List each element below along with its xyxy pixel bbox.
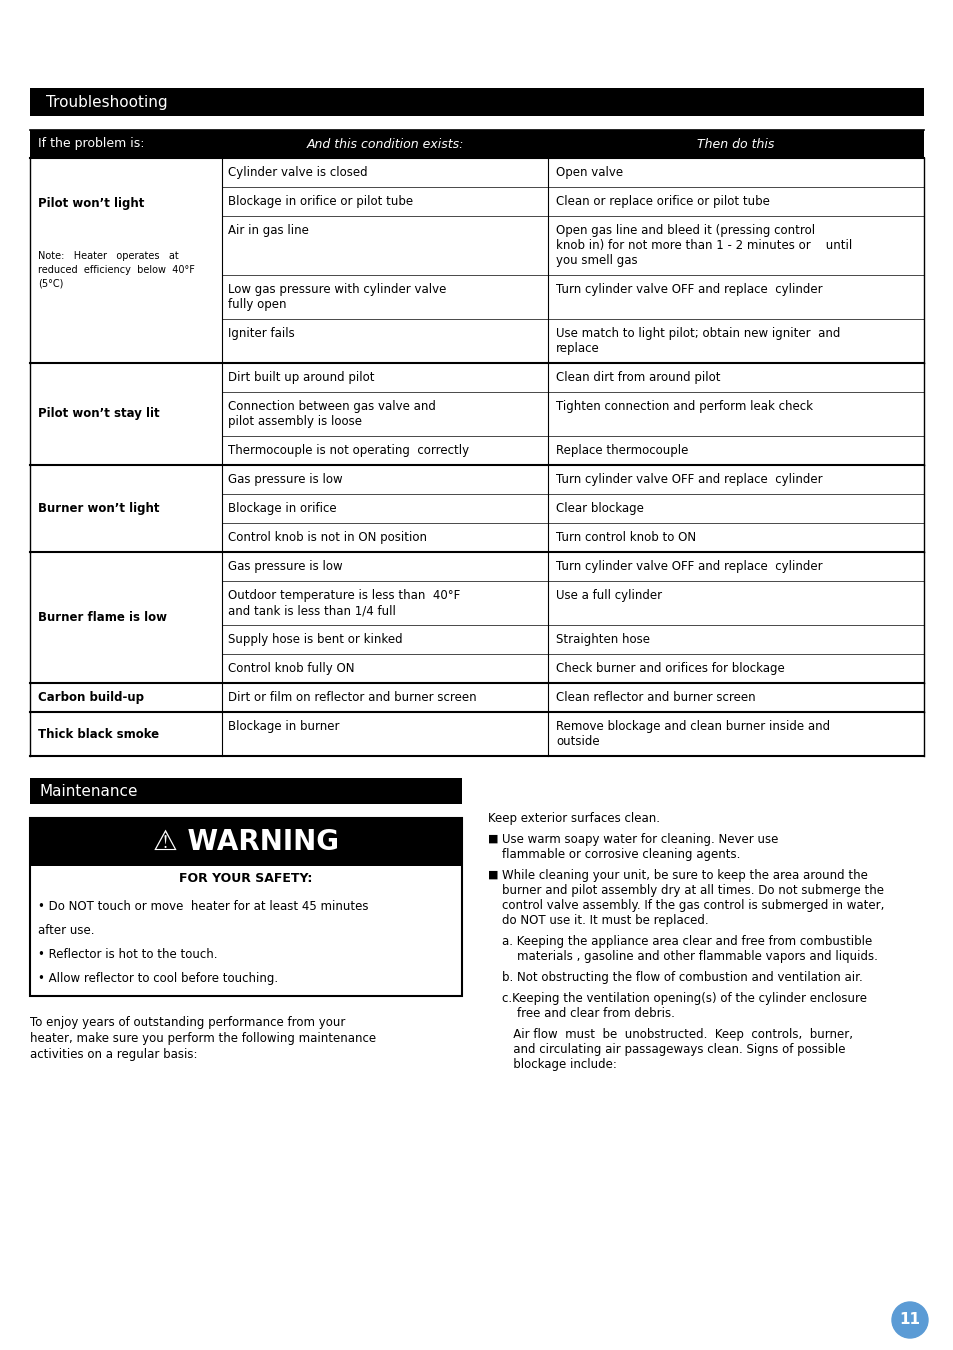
Text: b. Not obstructing the flow of combustion and ventilation air.: b. Not obstructing the flow of combustio…: [501, 971, 862, 984]
Text: Dirt built up around pilot: Dirt built up around pilot: [228, 371, 375, 383]
Text: And this condition exists:: And this condition exists:: [306, 138, 463, 150]
Text: 11: 11: [899, 1312, 920, 1327]
Text: Turn cylinder valve OFF and replace  cylinder: Turn cylinder valve OFF and replace cyli…: [556, 472, 821, 486]
Text: • Reflector is hot to the touch.: • Reflector is hot to the touch.: [38, 948, 217, 961]
Text: Cylinder valve is closed: Cylinder valve is closed: [228, 166, 367, 180]
Bar: [30, 818, 461, 865]
Text: fully open: fully open: [228, 298, 286, 311]
Text: Thermocouple is not operating  correctly: Thermocouple is not operating correctly: [228, 444, 469, 458]
Text: ⚠ WARNING: ⚠ WARNING: [152, 828, 338, 856]
Text: Troubleshooting: Troubleshooting: [46, 95, 168, 109]
Text: knob in) for not more than 1 - 2 minutes or    until: knob in) for not more than 1 - 2 minutes…: [556, 239, 851, 252]
Text: heater, make sure you perform the following maintenance: heater, make sure you perform the follow…: [30, 1031, 375, 1045]
Text: Turn cylinder valve OFF and replace  cylinder: Turn cylinder valve OFF and replace cyli…: [556, 284, 821, 296]
Text: Carbon build-up: Carbon build-up: [38, 691, 144, 703]
Text: Maintenance: Maintenance: [40, 783, 138, 798]
Text: reduced  efficiency  below  40°F: reduced efficiency below 40°F: [38, 265, 194, 275]
Text: Pilot won’t light: Pilot won’t light: [38, 197, 144, 209]
Text: If the problem is:: If the problem is:: [38, 138, 144, 150]
Text: a. Keeping the appliance area clear and free from combustible: a. Keeping the appliance area clear and …: [501, 936, 871, 948]
Text: Use a full cylinder: Use a full cylinder: [556, 589, 661, 602]
Text: Igniter fails: Igniter fails: [228, 327, 294, 340]
Text: Clean or replace orifice or pilot tube: Clean or replace orifice or pilot tube: [556, 194, 769, 208]
Text: Use warm soapy water for cleaning. Never use: Use warm soapy water for cleaning. Never…: [501, 833, 778, 846]
Text: Tighten connection and perform leak check: Tighten connection and perform leak chec…: [556, 400, 812, 413]
Text: Control knob fully ON: Control knob fully ON: [228, 662, 355, 675]
Text: Then do this: Then do this: [697, 138, 774, 150]
Text: burner and pilot assembly dry at all times. Do not submerge the: burner and pilot assembly dry at all tim…: [501, 884, 883, 896]
Text: Open gas line and bleed it (pressing control: Open gas line and bleed it (pressing con…: [556, 224, 814, 238]
Text: Use match to light pilot; obtain new igniter  and: Use match to light pilot; obtain new ign…: [556, 327, 840, 340]
Text: • Allow reflector to cool before touching.: • Allow reflector to cool before touchin…: [38, 972, 278, 986]
Text: Low gas pressure with cylinder valve: Low gas pressure with cylinder valve: [228, 284, 446, 296]
Circle shape: [891, 1301, 927, 1338]
Text: Clean reflector and burner screen: Clean reflector and burner screen: [556, 691, 755, 703]
Text: ■: ■: [488, 869, 498, 880]
Text: do NOT use it. It must be replaced.: do NOT use it. It must be replaced.: [501, 914, 708, 927]
Text: Gas pressure is low: Gas pressure is low: [228, 560, 342, 572]
Text: Turn cylinder valve OFF and replace  cylinder: Turn cylinder valve OFF and replace cyli…: [556, 560, 821, 572]
Bar: [30, 88, 923, 116]
Text: you smell gas: you smell gas: [556, 254, 637, 267]
Text: Thick black smoke: Thick black smoke: [38, 728, 159, 741]
Bar: [30, 130, 923, 158]
Text: materials , gasoline and other flammable vapors and liquids.: materials , gasoline and other flammable…: [501, 950, 877, 963]
Text: after use.: after use.: [38, 923, 94, 937]
Text: Air in gas line: Air in gas line: [228, 224, 309, 238]
Text: blockage include:: blockage include:: [501, 1058, 617, 1071]
Bar: [30, 865, 461, 890]
Text: Outdoor temperature is less than  40°F: Outdoor temperature is less than 40°F: [228, 589, 459, 602]
Text: Burner won’t light: Burner won’t light: [38, 502, 159, 514]
Text: Clear blockage: Clear blockage: [556, 502, 643, 514]
Bar: [30, 890, 461, 996]
Text: Check burner and orifices for blockage: Check burner and orifices for blockage: [556, 662, 784, 675]
Text: Open valve: Open valve: [556, 166, 622, 180]
Text: Control knob is not in ON position: Control knob is not in ON position: [228, 531, 427, 544]
Text: and circulating air passageways clean. Signs of possible: and circulating air passageways clean. S…: [501, 1044, 844, 1056]
Text: Clean dirt from around pilot: Clean dirt from around pilot: [556, 371, 720, 383]
Text: Blockage in orifice: Blockage in orifice: [228, 502, 336, 514]
Text: Keep exterior surfaces clean.: Keep exterior surfaces clean.: [488, 811, 659, 825]
Text: Burner flame is low: Burner flame is low: [38, 612, 167, 624]
Text: ■: ■: [488, 834, 498, 844]
Text: Note:   Heater   operates   at: Note: Heater operates at: [38, 251, 178, 262]
Text: activities on a regular basis:: activities on a regular basis:: [30, 1048, 197, 1061]
Text: Remove blockage and clean burner inside and: Remove blockage and clean burner inside …: [556, 720, 829, 733]
Text: Blockage in orifice or pilot tube: Blockage in orifice or pilot tube: [228, 194, 413, 208]
Text: c.Keeping the ventilation opening(s) of the cylinder enclosure: c.Keeping the ventilation opening(s) of …: [501, 992, 866, 1004]
Text: Gas pressure is low: Gas pressure is low: [228, 472, 342, 486]
Bar: [30, 818, 461, 996]
Text: Turn control knob to ON: Turn control knob to ON: [556, 531, 696, 544]
Text: Connection between gas valve and: Connection between gas valve and: [228, 400, 436, 413]
Text: replace: replace: [556, 342, 599, 355]
Text: control valve assembly. If the gas control is submerged in water,: control valve assembly. If the gas contr…: [501, 899, 883, 913]
Text: To enjoy years of outstanding performance from your: To enjoy years of outstanding performanc…: [30, 1017, 345, 1029]
Bar: [30, 778, 461, 805]
Text: and tank is less than 1/4 full: and tank is less than 1/4 full: [228, 603, 395, 617]
Text: pilot assembly is loose: pilot assembly is loose: [228, 414, 361, 428]
Text: Air flow  must  be  unobstructed.  Keep  controls,  burner,: Air flow must be unobstructed. Keep cont…: [501, 1027, 852, 1041]
Text: While cleaning your unit, be sure to keep the area around the: While cleaning your unit, be sure to kee…: [501, 869, 867, 882]
Text: flammable or corrosive cleaning agents.: flammable or corrosive cleaning agents.: [501, 848, 740, 861]
Text: Replace thermocouple: Replace thermocouple: [556, 444, 688, 458]
Text: FOR YOUR SAFETY:: FOR YOUR SAFETY:: [179, 872, 313, 884]
Text: Straighten hose: Straighten hose: [556, 633, 649, 647]
Text: Supply hose is bent or kinked: Supply hose is bent or kinked: [228, 633, 402, 647]
Text: free and clear from debris.: free and clear from debris.: [501, 1007, 674, 1021]
Text: Dirt or film on reflector and burner screen: Dirt or film on reflector and burner scr…: [228, 691, 476, 703]
Text: outside: outside: [556, 734, 599, 748]
Text: Pilot won’t stay lit: Pilot won’t stay lit: [38, 408, 159, 420]
Text: • Do NOT touch or move  heater for at least 45 minutes: • Do NOT touch or move heater for at lea…: [38, 900, 368, 913]
Text: Blockage in burner: Blockage in burner: [228, 720, 339, 733]
Text: (5°C): (5°C): [38, 278, 63, 289]
